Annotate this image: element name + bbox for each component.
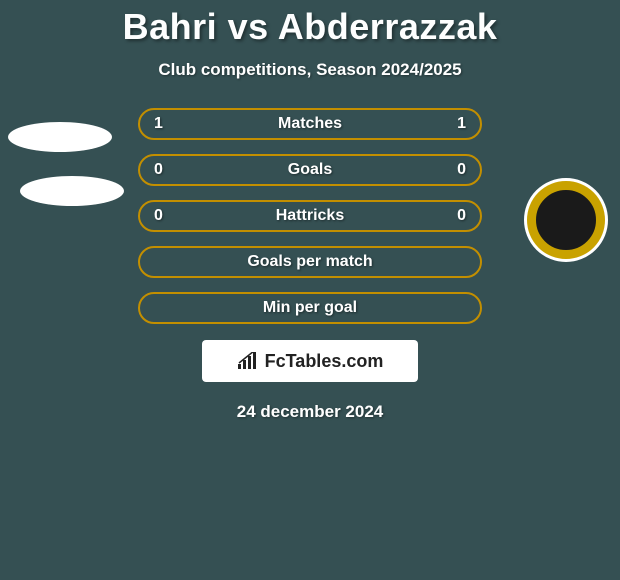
date-text: 24 december 2024 (0, 402, 620, 422)
chart-icon (237, 352, 259, 370)
stat-row-goals: 0 Goals 0 (138, 154, 482, 186)
source-badge: FcTables.com (202, 340, 418, 382)
player-left-avatar-placeholder (8, 122, 112, 152)
stat-row-min-per-goal: Min per goal (138, 292, 482, 324)
source-badge-text: FcTables.com (265, 351, 384, 372)
subtitle: Club competitions, Season 2024/2025 (0, 60, 620, 80)
club-right-badge (524, 178, 608, 262)
stat-label: Hattricks (140, 207, 480, 225)
page-title: Bahri vs Abderrazzak (0, 0, 620, 48)
club-left-avatar-placeholder (20, 176, 124, 206)
stat-row-matches: 1 Matches 1 (138, 108, 482, 140)
stat-row-goals-per-match: Goals per match (138, 246, 482, 278)
stat-row-hattricks: 0 Hattricks 0 (138, 200, 482, 232)
stat-label: Goals (140, 161, 480, 179)
club-right-badge-inner (534, 188, 598, 252)
stat-label: Goals per match (140, 253, 480, 271)
stat-label: Min per goal (140, 299, 480, 317)
stat-label: Matches (140, 115, 480, 133)
